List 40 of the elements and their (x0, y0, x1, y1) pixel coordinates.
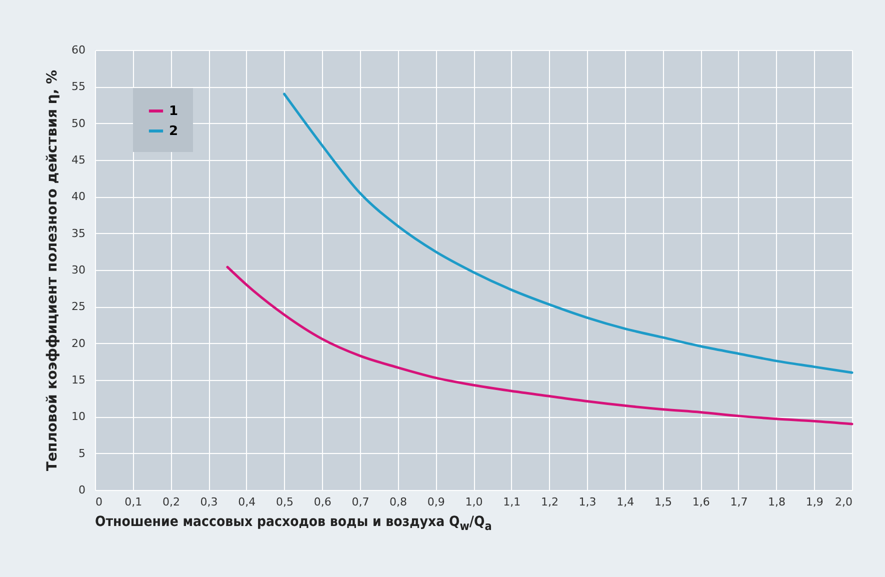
x-tick-label: 2,0 (835, 496, 852, 508)
y-tick-label: 50 (72, 116, 86, 130)
y-axis-title: Тепловой коэффициент полезного действия η, % (44, 70, 61, 472)
x-tick-label: 1,9 (806, 496, 824, 508)
x-tick-label: 1,6 (692, 496, 710, 508)
x-tick-label: 1,2 (540, 496, 558, 508)
y-tick-label: 35 (72, 226, 86, 240)
x-tick-label: 0,3 (200, 496, 218, 508)
x-tick-label: 1,0 (465, 496, 483, 508)
x-tick-label: 0,2 (162, 496, 180, 508)
x-tick-label: 0,4 (238, 496, 256, 508)
y-tick-label: 55 (72, 80, 86, 94)
y-tick-label: 15 (72, 374, 86, 386)
y-tick-label: 20 (72, 336, 86, 350)
x-tick-label: 0 (96, 496, 102, 508)
x-tick-label: 0,5 (276, 496, 294, 508)
y-tick-label: 60 (72, 44, 86, 56)
x-tick-label: 1,5 (654, 496, 672, 508)
y-tick-label: 30 (72, 264, 86, 276)
line-series (226, 266, 854, 426)
line-series (283, 92, 854, 374)
y-tick-label: 25 (72, 300, 86, 314)
y-tick-label: 10 (72, 410, 86, 424)
x-tick-label: 1,7 (730, 496, 748, 508)
x-tick-label: 0,1 (124, 496, 142, 508)
x-tick-label: 0,9 (427, 496, 445, 508)
y-tick-label: 5 (78, 446, 86, 460)
x-tick-label: 0,8 (390, 496, 408, 508)
y-tick-label: 45 (72, 154, 86, 166)
x-tick-label: 0,7 (352, 496, 370, 508)
legend-label: 1 (169, 104, 178, 119)
y-tick-label: 40 (72, 190, 86, 204)
y-tick-label: 0 (78, 484, 86, 496)
x-tick-label: 1,8 (768, 496, 786, 508)
x-tick-label: 1,3 (578, 496, 596, 508)
x-tick-label: 1,1 (503, 496, 521, 508)
x-tick-label: 0,6 (314, 496, 332, 508)
legend-label: 2 (169, 124, 178, 139)
x-tick-label: 1,4 (616, 496, 634, 508)
x-axis-title: Отношение массовых расходов воды и воздуха Q$_{w}$/Q$_{a}$ (95, 514, 492, 533)
